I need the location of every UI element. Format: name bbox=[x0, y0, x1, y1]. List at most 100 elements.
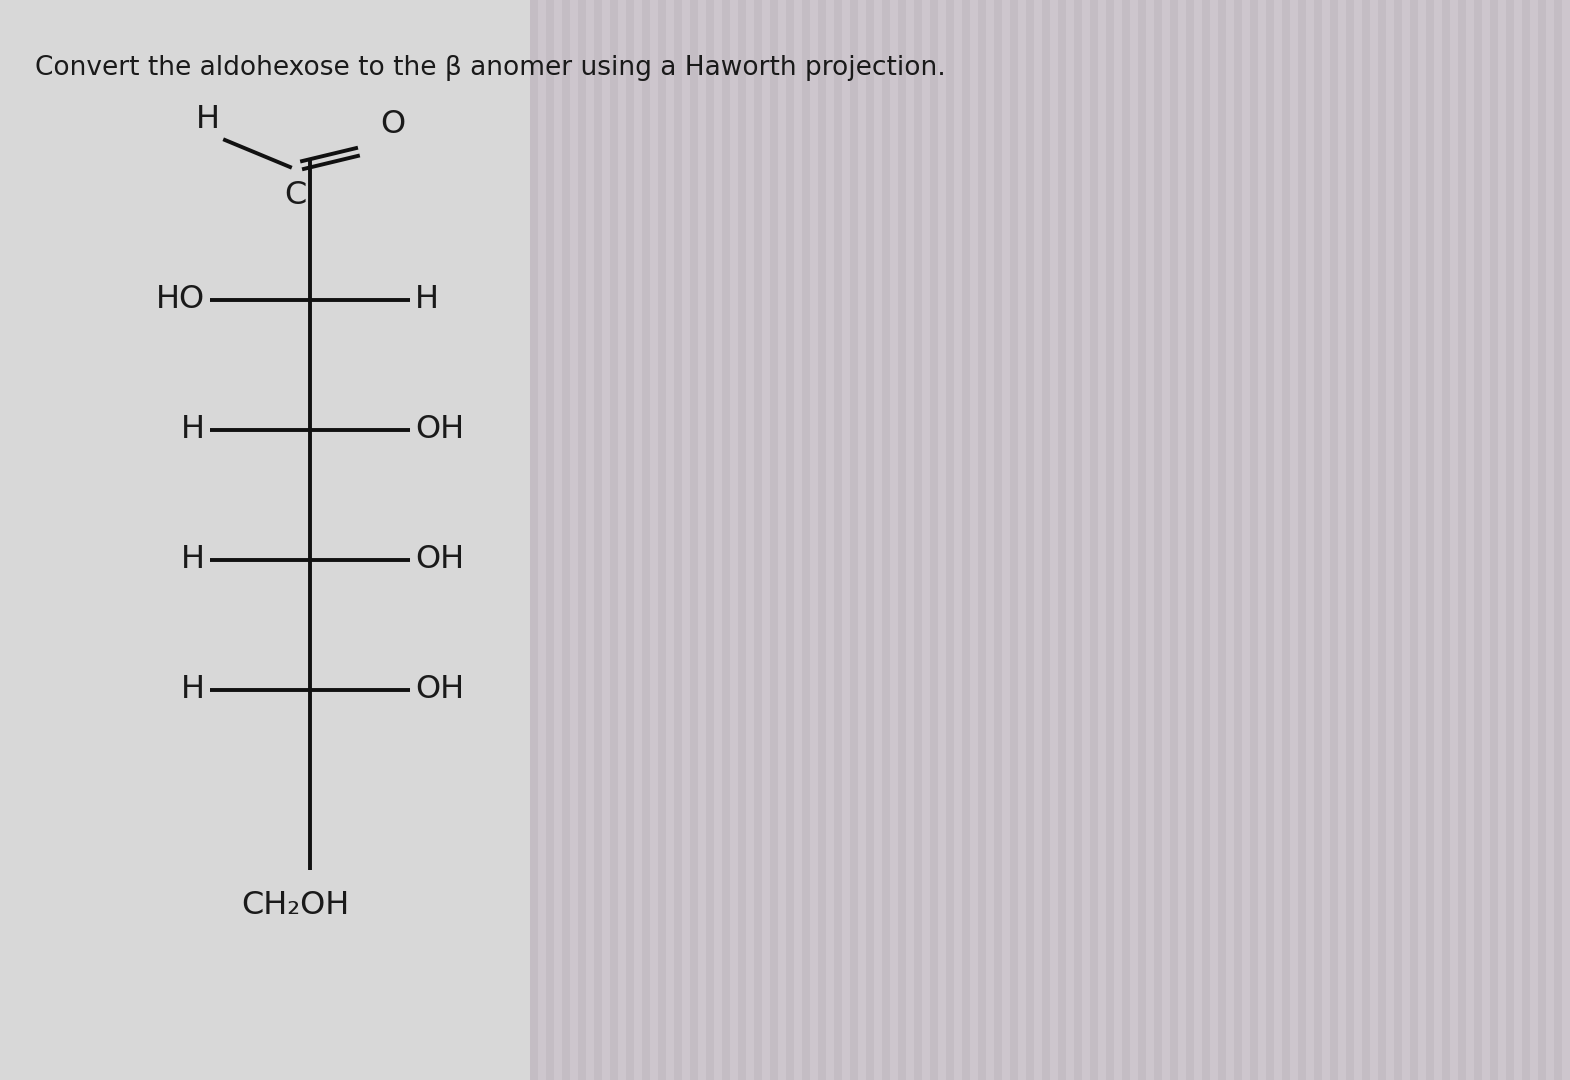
Bar bbox=[1218, 0, 1226, 1080]
Text: OH: OH bbox=[414, 544, 465, 576]
Text: H: H bbox=[196, 104, 220, 135]
Bar bbox=[674, 0, 681, 1080]
Bar bbox=[1265, 0, 1273, 1080]
Bar bbox=[1138, 0, 1146, 1080]
Bar bbox=[1273, 0, 1283, 1080]
Bar bbox=[658, 0, 666, 1080]
Bar bbox=[937, 0, 947, 1080]
Bar bbox=[1105, 0, 1115, 1080]
Bar bbox=[922, 0, 929, 1080]
Bar bbox=[1402, 0, 1410, 1080]
Bar bbox=[1394, 0, 1402, 1080]
Bar bbox=[1345, 0, 1353, 1080]
Bar bbox=[994, 0, 1002, 1080]
Bar bbox=[650, 0, 658, 1080]
Bar bbox=[754, 0, 761, 1080]
Bar bbox=[714, 0, 722, 1080]
Bar bbox=[1258, 0, 1265, 1080]
Bar bbox=[1363, 0, 1371, 1080]
Bar bbox=[706, 0, 714, 1080]
Bar bbox=[1035, 0, 1042, 1080]
Bar bbox=[578, 0, 586, 1080]
Bar bbox=[1338, 0, 1345, 1080]
Bar bbox=[1291, 0, 1298, 1080]
Bar bbox=[593, 0, 601, 1080]
Bar bbox=[1130, 0, 1138, 1080]
Bar bbox=[1482, 0, 1490, 1080]
Bar bbox=[634, 0, 642, 1080]
Bar bbox=[787, 0, 794, 1080]
Text: C: C bbox=[284, 180, 306, 211]
Bar bbox=[1203, 0, 1210, 1080]
Bar bbox=[1010, 0, 1017, 1080]
Bar bbox=[1178, 0, 1185, 1080]
Bar bbox=[849, 0, 857, 1080]
Bar bbox=[586, 0, 593, 1080]
Bar bbox=[1433, 0, 1441, 1080]
Text: Convert the aldohexose to the β anomer using a Haworth projection.: Convert the aldohexose to the β anomer u… bbox=[35, 55, 945, 81]
Bar bbox=[1418, 0, 1426, 1080]
Bar bbox=[1250, 0, 1258, 1080]
Bar bbox=[1378, 0, 1386, 1080]
Bar bbox=[1050, 0, 1058, 1080]
Bar bbox=[1185, 0, 1195, 1080]
Bar bbox=[1090, 0, 1097, 1080]
Bar bbox=[570, 0, 578, 1080]
Bar bbox=[1386, 0, 1394, 1080]
Bar bbox=[611, 0, 619, 1080]
Bar bbox=[970, 0, 978, 1080]
Bar bbox=[1195, 0, 1203, 1080]
Bar bbox=[1097, 0, 1105, 1080]
Bar bbox=[1521, 0, 1531, 1080]
Bar bbox=[1283, 0, 1291, 1080]
Bar bbox=[978, 0, 986, 1080]
Bar bbox=[947, 0, 955, 1080]
Text: H: H bbox=[414, 284, 440, 315]
Bar bbox=[761, 0, 769, 1080]
Bar bbox=[929, 0, 937, 1080]
Bar bbox=[779, 0, 787, 1080]
Bar bbox=[874, 0, 882, 1080]
Bar bbox=[1115, 0, 1123, 1080]
Text: OH: OH bbox=[414, 415, 465, 445]
Bar bbox=[681, 0, 689, 1080]
Bar bbox=[546, 0, 554, 1080]
Bar bbox=[1531, 0, 1539, 1080]
Bar bbox=[1298, 0, 1306, 1080]
Text: O: O bbox=[380, 109, 405, 140]
Bar bbox=[1371, 0, 1378, 1080]
Text: H: H bbox=[181, 544, 206, 576]
Bar bbox=[842, 0, 849, 1080]
Bar bbox=[730, 0, 738, 1080]
Bar bbox=[1314, 0, 1322, 1080]
Bar bbox=[1539, 0, 1546, 1080]
Text: HO: HO bbox=[155, 284, 206, 315]
Bar bbox=[1146, 0, 1154, 1080]
Text: H: H bbox=[181, 675, 206, 705]
Bar bbox=[1554, 0, 1562, 1080]
Bar bbox=[802, 0, 810, 1080]
Bar bbox=[1210, 0, 1218, 1080]
Bar bbox=[1441, 0, 1451, 1080]
Bar bbox=[1154, 0, 1162, 1080]
Bar bbox=[882, 0, 890, 1080]
Bar bbox=[1506, 0, 1513, 1080]
Bar bbox=[867, 0, 874, 1080]
Bar bbox=[1162, 0, 1170, 1080]
Bar bbox=[818, 0, 826, 1080]
Bar bbox=[1459, 0, 1466, 1080]
Bar bbox=[738, 0, 746, 1080]
Bar bbox=[642, 0, 650, 1080]
Bar bbox=[986, 0, 994, 1080]
Bar bbox=[1490, 0, 1498, 1080]
Bar bbox=[1426, 0, 1433, 1080]
Bar bbox=[794, 0, 802, 1080]
Bar bbox=[826, 0, 834, 1080]
Text: OH: OH bbox=[414, 675, 465, 705]
Bar bbox=[769, 0, 779, 1080]
Bar bbox=[1027, 0, 1035, 1080]
Bar bbox=[531, 0, 539, 1080]
Bar bbox=[1082, 0, 1090, 1080]
Bar bbox=[1353, 0, 1363, 1080]
Bar bbox=[1226, 0, 1234, 1080]
